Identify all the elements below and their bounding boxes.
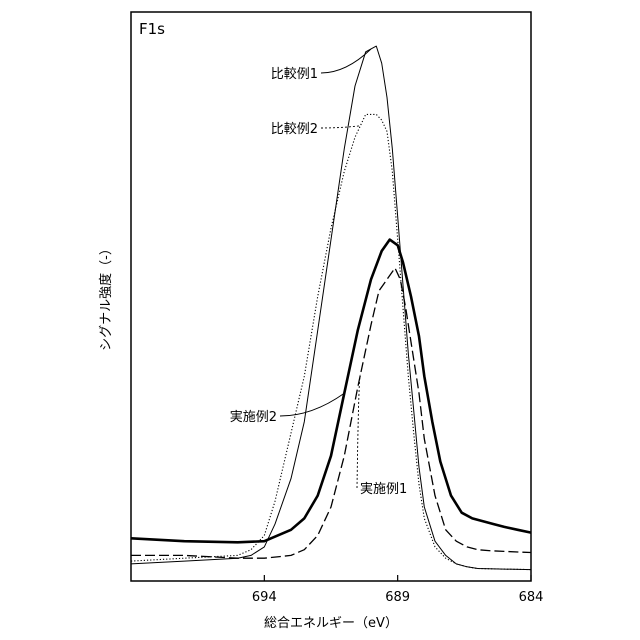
annotation-leader-line [321,49,371,73]
x-axis-title: 総合エネルギー（eV） [264,616,398,631]
series-layer [131,46,531,570]
series-label: 比較例2 [271,122,318,137]
x-tick-label: 689 [385,590,410,605]
panel-label: F1s [139,20,165,38]
series-label: 比較例1 [271,67,318,82]
y-axis-title: シグナル強度（-） [98,242,114,351]
x-tick-label: 684 [519,590,544,605]
annotation-layer: 比較例1 比較例2 実施例2 実施例1 [230,49,408,497]
series-line-thick-solid [131,240,531,543]
plot-frame [131,12,531,581]
x-tick-label: 694 [252,590,277,605]
annotation-leader-line [357,375,360,488]
series-label: 実施例2 [230,409,277,425]
series-line-thin-solid [131,46,531,570]
series-label: 実施例1 [360,481,407,497]
series-line-dashed [131,268,531,558]
annotation-leader-line [321,126,360,128]
series-line-dotted [131,114,531,569]
annotation-leader-line [280,393,344,416]
x-axis-ticks: 694 689 684 [252,575,543,605]
